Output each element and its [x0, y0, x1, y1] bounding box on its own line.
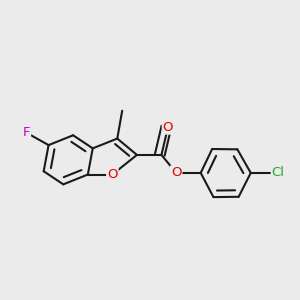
Text: F: F — [22, 126, 30, 139]
Text: O: O — [163, 121, 173, 134]
Text: O: O — [107, 168, 118, 181]
Text: Cl: Cl — [272, 167, 285, 179]
Text: O: O — [171, 167, 181, 179]
